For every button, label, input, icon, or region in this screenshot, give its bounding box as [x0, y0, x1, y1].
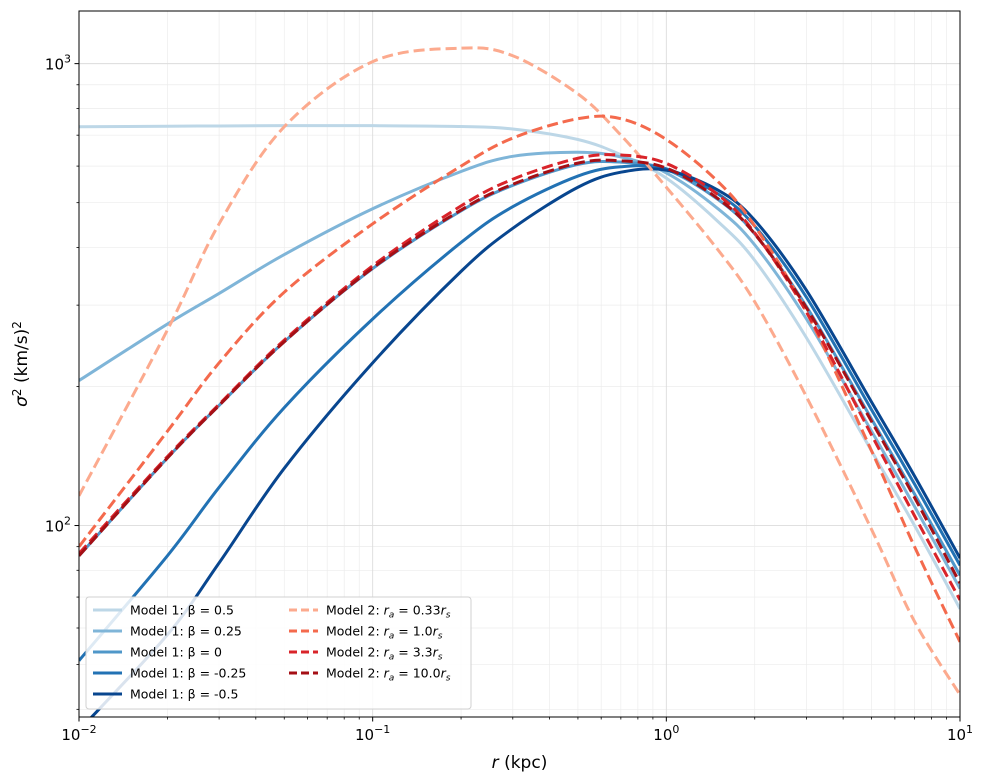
series-line-1: [79, 124, 960, 610]
legend-label-6: Model 2: ra = 0.33rs: [326, 603, 451, 621]
y-tick-label: 102: [45, 515, 71, 536]
legend-label-8: Model 2: ra = 3.3rs: [326, 645, 443, 663]
plot-frame: [78, 10, 961, 718]
legend-label-3: Model 1: β = 0: [130, 645, 222, 660]
y-axis-label: σ2 (km/s)2: [10, 321, 32, 407]
legend-label-4: Model 1: β = -0.25: [130, 666, 246, 681]
x-tick-label: 101: [947, 723, 973, 744]
x-axis-label: r (kpc): [492, 753, 548, 773]
x-tick-label: 100: [653, 723, 679, 744]
x-tick-label: 10−1: [355, 723, 390, 744]
series-layer: [79, 46, 960, 717]
legend-label-7: Model 2: ra = 1.0rs: [326, 624, 443, 642]
legend-label-9: Model 2: ra = 10.0rs: [326, 666, 451, 684]
series-line-4: [79, 164, 960, 662]
series-line-7: [79, 114, 960, 643]
legend-label-1: Model 1: β = 0.5: [130, 603, 234, 618]
legend-label-2: Model 1: β = 0.25: [130, 624, 242, 639]
ticks-layer: 10−2 10−1 100 101 102 103: [45, 53, 973, 744]
x-tick-label: 10−2: [61, 723, 96, 744]
series-line-9: [79, 158, 960, 584]
legend-frame: [85, 596, 472, 710]
legend-label-5: Model 1: β = -0.5: [130, 687, 238, 702]
series-line-6: [79, 46, 960, 696]
legend: Model 1: β = 0.5 Model 1: β = 0.25 Model 1…: [85, 596, 472, 710]
y-tick-label: 103: [45, 53, 71, 74]
series-line-5: [89, 167, 960, 717]
minor-grid: [79, 11, 960, 717]
